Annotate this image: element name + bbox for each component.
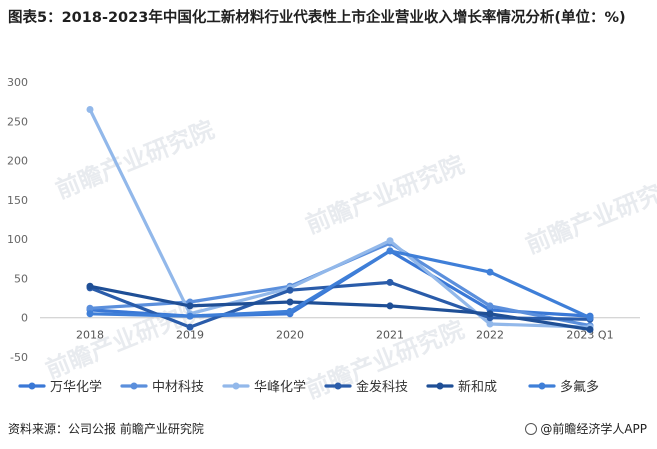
y-tick-label: 300 (7, 76, 28, 89)
series-line (88, 284, 592, 332)
y-tick-label: 250 (7, 115, 28, 128)
series-line (88, 107, 592, 329)
series-line (88, 249, 592, 320)
legend-marker (28, 382, 36, 390)
chart-title: 图表5：2018-2023年中国化工新材料行业代表性上市企业营业收入增长率情况分… (8, 10, 626, 26)
data-point (486, 320, 494, 328)
legend-label: 新和成 (458, 379, 497, 395)
data-point (86, 304, 94, 312)
x-tick-label: 2022 (476, 329, 504, 342)
legend-marker (436, 382, 444, 390)
data-point (286, 286, 294, 294)
legend-label: 金发科技 (356, 379, 408, 395)
data-point (386, 247, 394, 255)
y-tick-label: 50 (14, 272, 28, 285)
legend-label: 万华化学 (50, 379, 102, 395)
legend-marker (538, 382, 546, 390)
data-point (186, 323, 194, 331)
x-tick-label: 2021 (376, 329, 404, 342)
data-point (386, 237, 394, 245)
data-point (386, 302, 394, 310)
x-tick-label: 2023 Q1 (566, 329, 613, 342)
y-tick-label: 0 (21, 312, 28, 325)
y-tick-label: 150 (7, 194, 28, 207)
brand-credit: @前瞻经济学人APP (525, 420, 647, 437)
data-point (486, 302, 494, 310)
legend-marker (334, 382, 342, 390)
y-tick-label: 100 (7, 233, 28, 246)
legend-label: 华峰化学 (254, 379, 306, 395)
data-point (486, 310, 494, 318)
data-point (186, 302, 194, 310)
x-tick-label: 2019 (176, 329, 204, 342)
data-point (586, 326, 594, 333)
x-tick-label: 2018 (76, 329, 104, 342)
data-point (286, 307, 294, 315)
data-point (86, 282, 94, 290)
legend-marker (232, 382, 240, 390)
brand-logo-icon (525, 423, 538, 435)
x-tick-label: 2020 (276, 329, 304, 342)
y-tick-label: 200 (7, 155, 28, 168)
legend-label: 中材科技 (152, 380, 204, 395)
data-point (86, 106, 94, 113)
source-note: 资料来源：公司公报 前瞻产业研究院 (8, 422, 204, 436)
legend-label: 多氟多 (560, 379, 599, 395)
legend-marker (130, 382, 138, 390)
data-point (386, 278, 394, 286)
data-point (586, 314, 594, 322)
data-point (86, 310, 94, 318)
data-point (186, 312, 194, 320)
brand-label: @前瞻经济学人APP (540, 422, 647, 436)
data-point (286, 298, 294, 306)
y-tick-label: -50 (10, 351, 28, 364)
data-point (486, 268, 494, 276)
